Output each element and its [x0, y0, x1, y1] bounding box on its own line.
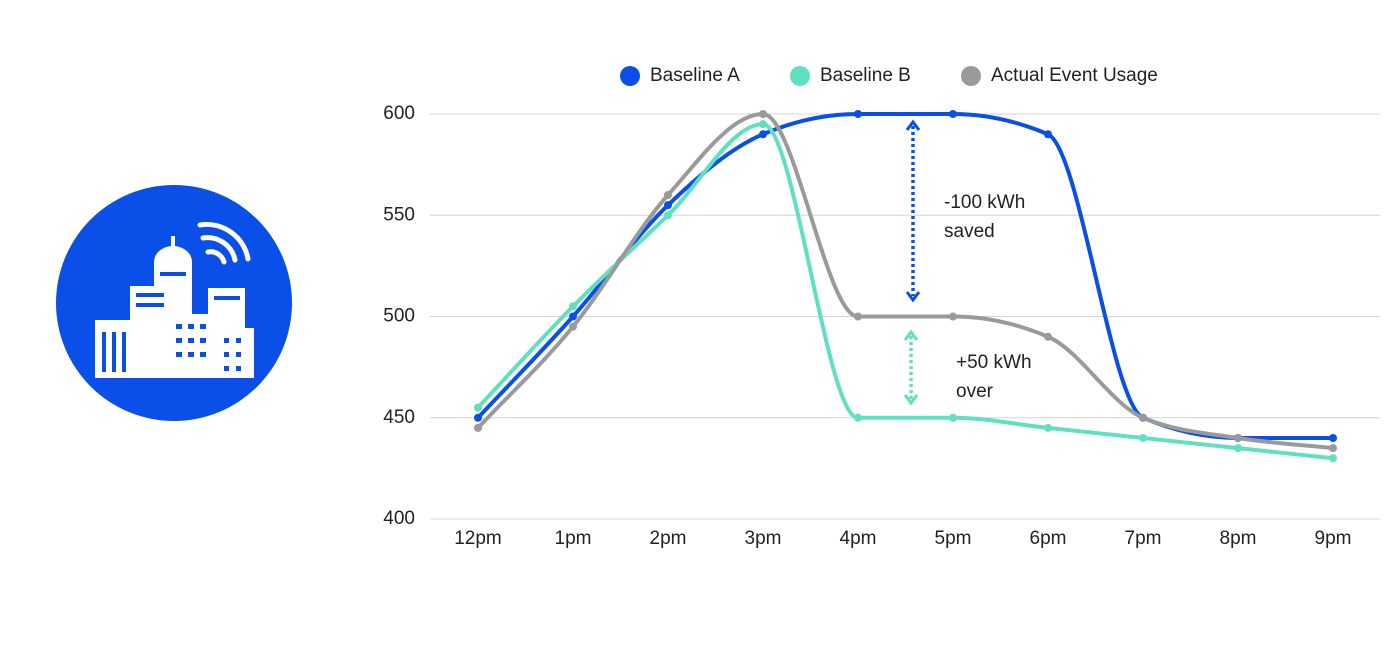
data-point: [1044, 332, 1052, 341]
annotation-text: -100 kWh: [944, 192, 1025, 213]
legend-label: Actual Event Usage: [991, 65, 1158, 86]
annotation-text: +50 kWh: [956, 352, 1032, 373]
y-tick-label: 550: [383, 204, 415, 225]
x-tick-label: 5pm: [935, 528, 972, 549]
x-tick-label: 7pm: [1125, 528, 1162, 549]
legend-marker: [620, 66, 640, 86]
data-point: [569, 312, 577, 321]
data-point: [949, 312, 957, 321]
data-point: [1329, 454, 1337, 463]
x-tick-label: 3pm: [745, 528, 782, 549]
data-point: [949, 110, 957, 118]
legend-marker: [961, 66, 981, 86]
x-tick-label: 6pm: [1030, 528, 1067, 549]
data-point: [759, 110, 767, 118]
data-point: [1234, 434, 1242, 442]
data-point: [1329, 444, 1337, 453]
data-point: [474, 403, 482, 412]
data-point: [664, 201, 672, 210]
y-tick-label: 600: [383, 103, 415, 124]
arrow-head: [903, 329, 919, 341]
arrow-head: [905, 291, 921, 303]
x-tick-label: 9pm: [1315, 528, 1352, 549]
data-point: [1234, 444, 1242, 453]
x-tick-label: 12pm: [454, 528, 502, 549]
data-point: [1044, 423, 1052, 432]
data-point: [759, 120, 767, 129]
data-point: [1044, 130, 1052, 139]
data-point: [854, 312, 862, 321]
data-point: [1329, 434, 1337, 442]
data-point: [664, 211, 672, 220]
arrow-head: [903, 394, 919, 406]
building-icon: [56, 185, 292, 421]
data-point: [949, 413, 957, 422]
data-point: [664, 191, 672, 199]
data-point: [1139, 434, 1147, 442]
annotation-text: over: [956, 381, 994, 402]
x-tick-label: 4pm: [840, 528, 877, 549]
data-point: [854, 110, 862, 118]
y-tick-label: 500: [383, 306, 415, 327]
y-tick-label: 450: [383, 407, 415, 428]
data-point: [854, 413, 862, 422]
legend-label: Baseline B: [820, 65, 911, 86]
series-line: [476, 122, 1335, 461]
y-tick-label: 400: [383, 508, 415, 529]
data-point: [569, 322, 577, 331]
data-point: [1139, 413, 1147, 422]
legend-label: Baseline A: [650, 65, 740, 86]
arrow-head: [905, 119, 921, 131]
data-point: [474, 423, 482, 432]
annotation-text: saved: [944, 221, 995, 242]
x-tick-label: 8pm: [1220, 528, 1257, 549]
x-tick-label: 1pm: [555, 528, 592, 549]
legend-marker: [790, 66, 810, 86]
data-point: [759, 130, 767, 139]
data-point: [569, 302, 577, 311]
data-point: [474, 413, 482, 422]
x-tick-label: 2pm: [650, 528, 687, 549]
